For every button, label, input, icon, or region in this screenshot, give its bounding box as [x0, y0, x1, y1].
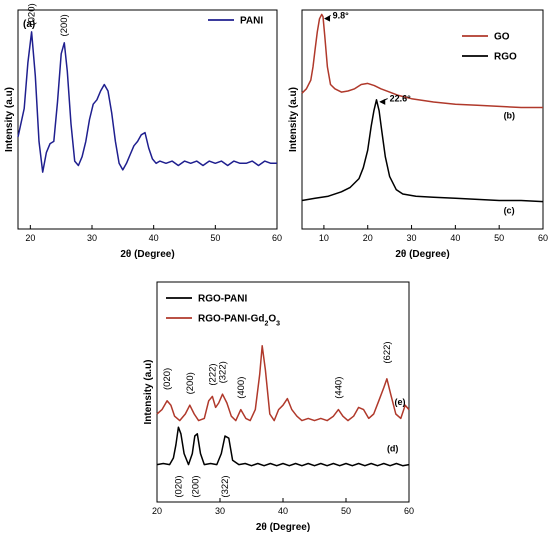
peak-label-de-9: (322) [220, 475, 231, 497]
series-line-a-0 [17, 31, 277, 173]
panel-tag-de-1: (d) [387, 443, 399, 453]
legend-label-bc-0: GO [494, 32, 510, 43]
peak-label-de-6: (622) [382, 341, 393, 363]
y-axis-label-de: Intensity (a.u) [143, 359, 154, 424]
x-tick-label-de-0: 20 [152, 506, 162, 516]
x-tick-label-bc-3: 40 [450, 233, 460, 243]
peak-label-de-2: (222) [207, 363, 218, 385]
series-line-bc-0 [301, 13, 543, 109]
legend-label-a-0: PANI [240, 16, 263, 27]
y-axis-label-bc: Intensity (a.u) [288, 87, 299, 152]
legend-label-de-1: RGO-PANI-Gd2O3 [198, 314, 280, 328]
peak-label-a-1: (200) [59, 14, 70, 36]
series-line-de-1 [156, 345, 410, 422]
peak-label-de-4: (400) [236, 377, 247, 399]
series-line-de-0 [156, 426, 410, 467]
x-tick-label-bc-5: 60 [538, 233, 548, 243]
peak-label-de-7: (020) [173, 475, 184, 497]
annotation-text-bc-1: 22.6° [390, 94, 412, 104]
series-line-bc-1 [301, 99, 544, 203]
annotation-arrowhead-bc-0 [324, 15, 331, 22]
x-tick-label-de-4: 60 [404, 506, 414, 516]
annotation-text-bc-0: 9.8° [333, 10, 350, 20]
y-axis-label-a: Intensity (a.u) [4, 87, 15, 152]
panel-tag-bc-1: (c) [504, 206, 515, 216]
x-tick-label-de-2: 40 [278, 506, 288, 516]
panel-tag-de-0: (e) [395, 397, 406, 407]
peak-label-de-3: (322) [218, 361, 229, 383]
x-tick-label-a-3: 50 [210, 233, 220, 243]
peak-label-de-5: (440) [333, 377, 344, 399]
peak-label-a-0: (020) [27, 3, 38, 25]
peak-label-de-8: (200) [190, 475, 201, 497]
x-tick-label-bc-4: 50 [494, 233, 504, 243]
annotation-arrowhead-bc-1 [379, 98, 386, 105]
x-tick-label-de-3: 50 [341, 506, 351, 516]
x-tick-label-bc-2: 30 [407, 233, 417, 243]
peak-label-de-0: (020) [162, 368, 173, 390]
x-axis-label-bc: 2θ (Degree) [395, 249, 449, 260]
plot-frame-a [17, 9, 278, 230]
x-tick-label-a-4: 60 [272, 233, 282, 243]
x-tick-label-a-0: 20 [25, 233, 35, 243]
x-tick-label-a-2: 40 [149, 233, 159, 243]
x-axis-label-a: 2θ (Degree) [120, 249, 174, 260]
panel-label-a: (a) [23, 19, 35, 30]
panel-tag-bc-0: (b) [504, 110, 515, 120]
x-tick-label-a-1: 30 [87, 233, 97, 243]
x-tick-label-de-1: 30 [215, 506, 225, 516]
x-axis-label-de: 2θ (Degree) [256, 522, 310, 533]
x-tick-label-bc-0: 10 [319, 233, 329, 243]
peak-label-de-1: (200) [185, 372, 196, 394]
legend-label-bc-1: RGO [494, 52, 517, 63]
legend-label-de-0: RGO-PANI [198, 294, 247, 305]
x-tick-label-bc-1: 20 [363, 233, 373, 243]
plot-frame-bc [301, 9, 544, 230]
